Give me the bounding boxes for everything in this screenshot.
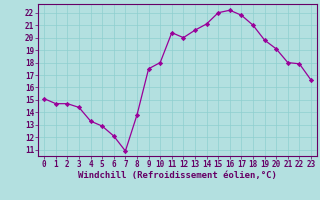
X-axis label: Windchill (Refroidissement éolien,°C): Windchill (Refroidissement éolien,°C)	[78, 171, 277, 180]
